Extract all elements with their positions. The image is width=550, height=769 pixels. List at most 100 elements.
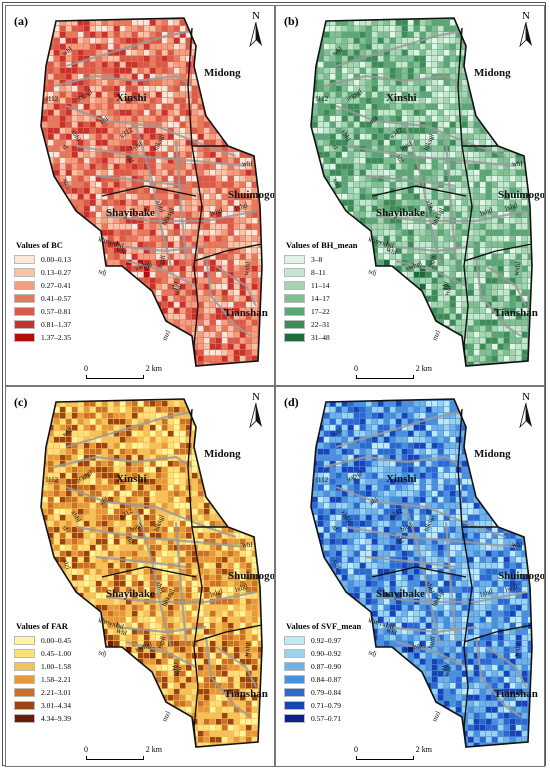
legend-title: Values of BC (16, 240, 63, 250)
district-label-tianshan: Tianshan (224, 307, 268, 319)
north-label: N (252, 10, 260, 22)
road-line (385, 244, 477, 253)
district-label-midong: Midong (474, 67, 511, 79)
road-label: xbhl (154, 199, 166, 213)
legend-swatch (284, 307, 305, 316)
map-panel-3: whl jcgsgl ahl g312 bjtsl xbhl sl ahl hlksgl xtzl… (5, 386, 275, 767)
legend-item: 0.45–1.00 (14, 647, 71, 660)
road-label: xtzl (61, 558, 72, 571)
road-label: lxlgl (209, 206, 224, 218)
road-label: wxhl (512, 261, 522, 276)
legend-label: 1.00–1.58 (41, 662, 71, 671)
road-label: hgdl (156, 254, 167, 268)
legend-item: 0.87–0.90 (284, 660, 361, 673)
road-label: whl (172, 284, 183, 297)
road-line (404, 506, 443, 648)
legend-item: 0.27–0.41 (14, 279, 71, 292)
district-label-shayibake: Shayibake (376, 588, 425, 600)
legend-swatch (284, 688, 305, 697)
north-arrow-icon: N (516, 391, 536, 431)
road-line (474, 255, 522, 337)
map-panel-4: whl jcgsgl ahl g312 bjtsl xbhl sl ahl hlksgl xtzl… (275, 386, 545, 767)
scale-start-label: 0 (84, 364, 88, 373)
road-line (105, 590, 257, 604)
road-line (75, 144, 247, 168)
road-label: bjl (385, 621, 394, 631)
panel-label: (c) (14, 395, 28, 409)
road-line (174, 140, 188, 262)
legend-label: 4.34–9.39 (41, 714, 71, 723)
legend-swatch (284, 636, 305, 645)
road-line (323, 455, 463, 469)
legend-swatch (284, 281, 305, 290)
legend-item: 0.81–1.37 (14, 318, 71, 331)
legend-swatch (284, 333, 305, 342)
road-label: wxhl (242, 642, 252, 657)
legend-label: 3.01–4.34 (41, 701, 71, 710)
legend-item: 11–14 (284, 279, 357, 292)
district-label-shuimogou: Shuimogou (228, 570, 275, 582)
scale-bar: 0 2 km (354, 364, 452, 380)
road-label: xbl (170, 280, 181, 292)
road-label: lxlgl (234, 201, 249, 213)
road-line (125, 640, 197, 668)
road-label: xtzl (331, 177, 342, 190)
road-label: ahl (368, 496, 379, 507)
legend-swatch (284, 294, 305, 303)
road-line (53, 455, 193, 469)
road-line (375, 209, 527, 223)
legend-title: Values of BH_mean (286, 240, 358, 250)
legend-swatch (14, 281, 35, 290)
legend-label: 0.81–1.37 (41, 320, 71, 329)
road-label: whl (512, 160, 523, 168)
district-label-shayibake: Shayibake (106, 588, 155, 600)
road-label: whl (385, 626, 398, 637)
north-label: N (522, 391, 530, 403)
road-label: lxlgl (479, 587, 494, 599)
district-border (193, 624, 263, 643)
legend-label: 17–22 (311, 307, 330, 316)
district-label-shuimogou: Shuimogou (498, 570, 545, 582)
legend-label: 0.00–0.13 (41, 255, 71, 264)
road-line (365, 555, 457, 569)
road-label: xbl (170, 661, 181, 673)
road-label: whl (242, 160, 253, 168)
road-line (345, 525, 517, 549)
legend-item: 2.21–3.01 (14, 686, 71, 699)
road-line (53, 74, 193, 88)
north-label: N (522, 10, 530, 22)
road-label: sl (330, 143, 339, 151)
district-border (463, 624, 533, 643)
legend-label: 0.79–0.84 (311, 688, 341, 697)
legend-swatch (14, 662, 35, 671)
district-label-tianshan: Tianshan (224, 688, 268, 700)
scale-bar: 0 2 km (84, 745, 182, 761)
district-label-xinshi: Xinshi (116, 92, 147, 104)
scale-end-label: 2 km (145, 745, 162, 754)
panel-label: (d) (284, 395, 299, 409)
panel-label: (b) (284, 14, 299, 28)
road-line (65, 104, 237, 158)
legend-swatch (14, 714, 35, 723)
district-label-xinshi: Xinshi (116, 473, 147, 485)
district-border (193, 243, 263, 262)
road-label: lxlgl (504, 201, 519, 213)
road-line (105, 209, 257, 223)
map-panel-2: whl jcgsgl ahl g312 bjtsl xbhl sl ahl hlksgl xtzl… (275, 5, 545, 386)
legend-swatch (14, 268, 35, 277)
road-line (335, 104, 507, 158)
legend-swatch (14, 649, 35, 658)
road-label: wxhl (512, 642, 522, 657)
legend-swatch (284, 649, 305, 658)
road-label: sdj (97, 648, 107, 658)
legend-label: 1.37–2.35 (41, 333, 71, 342)
legend-swatch (14, 636, 35, 645)
legend-item: 17–22 (284, 305, 357, 318)
scale-start-label: 0 (354, 364, 358, 373)
legend-item: 0.92–0.97 (284, 634, 361, 647)
road-line (115, 625, 207, 634)
road-line (375, 590, 527, 604)
scale-bar-line (86, 375, 144, 379)
legend-label: 1.58–2.21 (41, 675, 71, 684)
scale-bar: 0 2 km (84, 364, 182, 380)
